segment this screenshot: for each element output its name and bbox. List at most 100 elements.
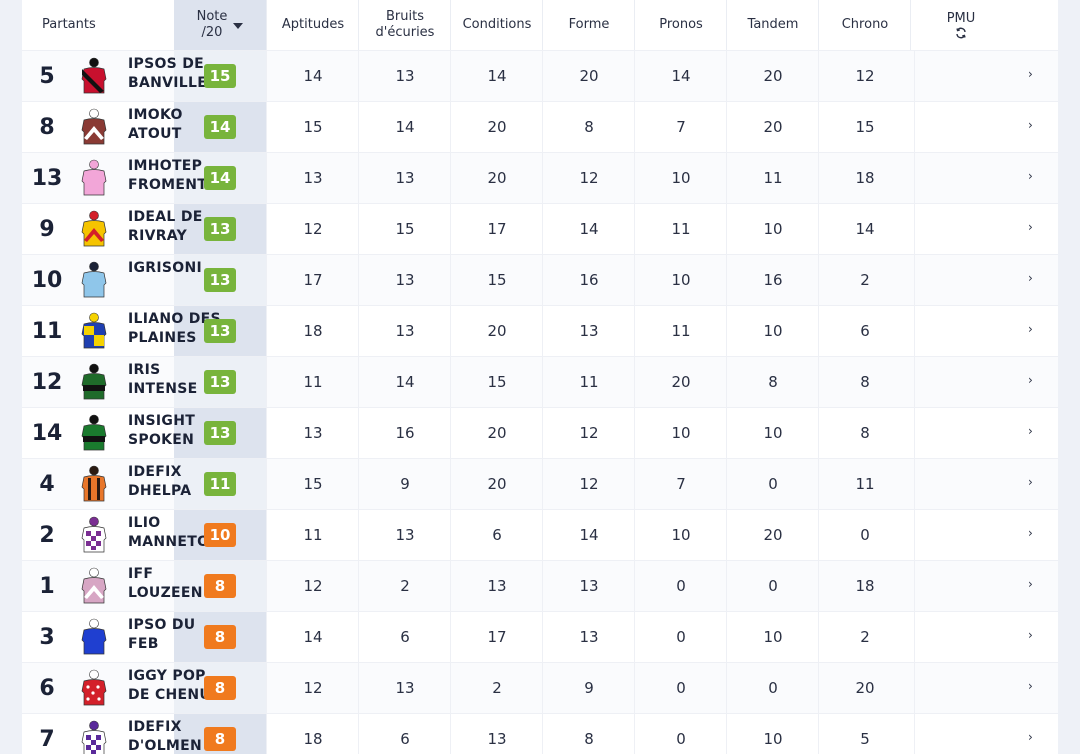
jockey-silk-icon: [81, 516, 107, 553]
horse-name[interactable]: IFF LOUZEEN: [128, 566, 203, 601]
table-row[interactable]: 9 IDEAL DE RIVRAY 13 12 15 17 14 11 10 14 ›: [22, 203, 1058, 254]
table-row[interactable]: 7 IDEFIX D'OLMEN 8 18 6 13 8 0 10 5 ›: [22, 713, 1058, 754]
chevron-right-icon[interactable]: ›: [1028, 628, 1033, 642]
table-row[interactable]: 6 IGGY POP DE CHENU 8 12 13 2 9 0 0 20 ›: [22, 662, 1058, 713]
cell-aptitudes: 12: [266, 663, 359, 713]
table-row[interactable]: 8 IMOKO ATOUT 14 15 14 20 8 7 20 15 ›: [22, 101, 1058, 152]
cell-chrono: 20: [818, 663, 911, 713]
cell-chrono: 11: [818, 459, 911, 509]
cell-forme: 12: [542, 459, 635, 509]
col-aptitudes[interactable]: Aptitudes: [266, 0, 359, 50]
cell-chrono: 2: [818, 612, 911, 662]
cell-tandem: 0: [726, 663, 819, 713]
cell-pronos: 14: [634, 51, 727, 101]
cell-aptitudes: 17: [266, 255, 359, 305]
cell-pronos: 11: [634, 306, 727, 356]
chevron-right-icon[interactable]: ›: [1028, 730, 1033, 744]
table-row[interactable]: 13 IMHOTEP FROMENTRO 14 13 13 20 12 10 11 18 ›: [22, 152, 1058, 203]
col-note[interactable]: Note /20: [174, 0, 266, 50]
cell-tandem: 10: [726, 204, 819, 254]
col-chrono[interactable]: Chrono: [818, 0, 911, 50]
chevron-right-icon[interactable]: ›: [1028, 220, 1033, 234]
cell-conditions: 20: [450, 153, 543, 203]
cell-forme: 13: [542, 561, 635, 611]
cell-tandem: 0: [726, 561, 819, 611]
cell-aptitudes: 15: [266, 102, 359, 152]
table-row[interactable]: 10 IGRISONI 13 17 13 15 16 10 16 2 ›: [22, 254, 1058, 305]
cell-pmu: [914, 459, 1058, 509]
table-row[interactable]: 2 ILIO MANNETOT 10 11 13 6 14 10 20 0 ›: [22, 509, 1058, 560]
horse-name[interactable]: IMOKO ATOUT: [128, 107, 183, 142]
cell-aptitudes: 14: [266, 51, 359, 101]
jockey-silk-icon: [81, 363, 107, 400]
chevron-right-icon[interactable]: ›: [1028, 67, 1033, 81]
cell-conditions: 17: [450, 612, 543, 662]
chevron-right-icon[interactable]: ›: [1028, 475, 1033, 489]
cell-forme: 13: [542, 306, 635, 356]
table-row[interactable]: 5 IPSOS DE BANVILLE 15 14 13 14 20 14 20 12 ›: [22, 50, 1058, 101]
horse-name[interactable]: IGRISONI: [128, 260, 202, 276]
cell-bruits: 13: [358, 153, 451, 203]
chevron-right-icon[interactable]: ›: [1028, 169, 1033, 183]
horse-name[interactable]: IDEFIX DHELPA: [128, 464, 192, 499]
table-row[interactable]: 11 ILIANO DES PLAINES 13 18 13 20 13 11 10 6 ›: [22, 305, 1058, 356]
note-badge: 8: [204, 676, 236, 700]
jockey-silk-icon: [81, 159, 107, 196]
col-tandem[interactable]: Tandem: [726, 0, 819, 50]
refresh-icon[interactable]: [955, 27, 967, 39]
runners-list: 5 IPSOS DE BANVILLE 15 14 13 14 20 14 20 12 › 8 IM…: [22, 50, 1058, 754]
horse-name[interactable]: IPSOS DE BANVILLE: [128, 56, 208, 91]
chevron-right-icon[interactable]: ›: [1028, 577, 1033, 591]
horse-name[interactable]: ILIANO DES PLAINES: [128, 311, 221, 346]
horse-name[interactable]: ILIO MANNETOT: [128, 515, 220, 550]
jockey-silk-icon: [81, 312, 107, 349]
table-row[interactable]: 3 IPSO DU FEB 8 14 6 17 13 0 10 2 ›: [22, 611, 1058, 662]
chevron-right-icon[interactable]: ›: [1028, 424, 1033, 438]
col-pmu[interactable]: PMU: [910, 0, 1011, 50]
col-conditions[interactable]: Conditions: [450, 0, 543, 50]
chevron-right-icon[interactable]: ›: [1028, 322, 1033, 336]
cell-pmu: [914, 51, 1058, 101]
chevron-right-icon[interactable]: ›: [1028, 679, 1033, 693]
cell-bruits: 15: [358, 204, 451, 254]
horse-name[interactable]: IPSO DU FEB: [128, 617, 196, 652]
cell-aptitudes: 12: [266, 561, 359, 611]
table-row[interactable]: 1 IFF LOUZEEN 8 12 2 13 13 0 0 18 ›: [22, 560, 1058, 611]
table-row[interactable]: 4 IDEFIX DHELPA 11 15 9 20 12 7 0 11 ›: [22, 458, 1058, 509]
col-bruits[interactable]: Bruits d'écuries: [358, 0, 451, 50]
horse-name[interactable]: INSIGHT SPOKEN: [128, 413, 196, 448]
cell-pmu: [914, 408, 1058, 458]
jockey-silk-icon: [81, 108, 107, 145]
cell-bruits: 14: [358, 357, 451, 407]
note-badge: 15: [204, 64, 236, 88]
cell-aptitudes: 18: [266, 306, 359, 356]
note-badge: 13: [204, 421, 236, 445]
chevron-right-icon[interactable]: ›: [1028, 271, 1033, 285]
cell-chrono: 18: [818, 153, 911, 203]
cell-aptitudes: 13: [266, 408, 359, 458]
cell-tandem: 20: [726, 51, 819, 101]
runner-number: 5: [39, 63, 55, 89]
horse-name[interactable]: IDEFIX D'OLMEN: [128, 719, 203, 754]
runner-number: 13: [31, 165, 63, 191]
cell-conditions: 20: [450, 408, 543, 458]
col-pronos[interactable]: Pronos: [634, 0, 727, 50]
chevron-right-icon[interactable]: ›: [1028, 118, 1033, 132]
table-header: Partants Note /20 Aptitudes Bruits d'écu…: [22, 0, 1058, 50]
horse-name[interactable]: IGGY POP DE CHENU: [128, 668, 212, 703]
horse-name[interactable]: IRIS INTENSE: [128, 362, 198, 397]
horse-name[interactable]: IDEAL DE RIVRAY: [128, 209, 203, 244]
sort-caret-down-icon[interactable]: [233, 23, 244, 29]
table-row[interactable]: 12 IRIS INTENSE 13 11 14 15 11 20 8 8 ›: [22, 356, 1058, 407]
runner-number: 10: [31, 267, 63, 293]
col-note-label: Note: [196, 9, 228, 24]
chevron-right-icon[interactable]: ›: [1028, 526, 1033, 540]
cell-conditions: 2: [450, 663, 543, 713]
note-badge: 13: [204, 370, 236, 394]
chevron-right-icon[interactable]: ›: [1028, 373, 1033, 387]
col-partants[interactable]: Partants: [22, 0, 174, 50]
cell-aptitudes: 15: [266, 459, 359, 509]
col-forme[interactable]: Forme: [542, 0, 635, 50]
table-row[interactable]: 14 INSIGHT SPOKEN 13 13 16 20 12 10 10 8 ›: [22, 407, 1058, 458]
cell-conditions: 15: [450, 357, 543, 407]
